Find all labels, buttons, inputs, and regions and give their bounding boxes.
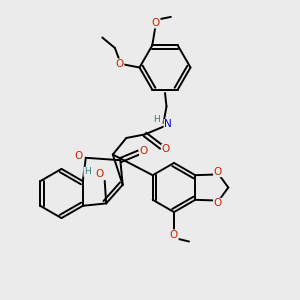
Text: O: O <box>162 144 170 154</box>
Text: O: O <box>74 151 82 161</box>
Text: H: H <box>154 116 160 124</box>
Text: O: O <box>214 198 222 208</box>
Text: O: O <box>140 146 148 156</box>
Text: O: O <box>95 169 103 179</box>
Text: O: O <box>152 18 160 28</box>
Text: O: O <box>214 167 222 177</box>
Text: O: O <box>170 230 178 240</box>
Text: N: N <box>164 119 172 130</box>
Text: H: H <box>84 167 91 176</box>
Text: O: O <box>116 59 124 69</box>
